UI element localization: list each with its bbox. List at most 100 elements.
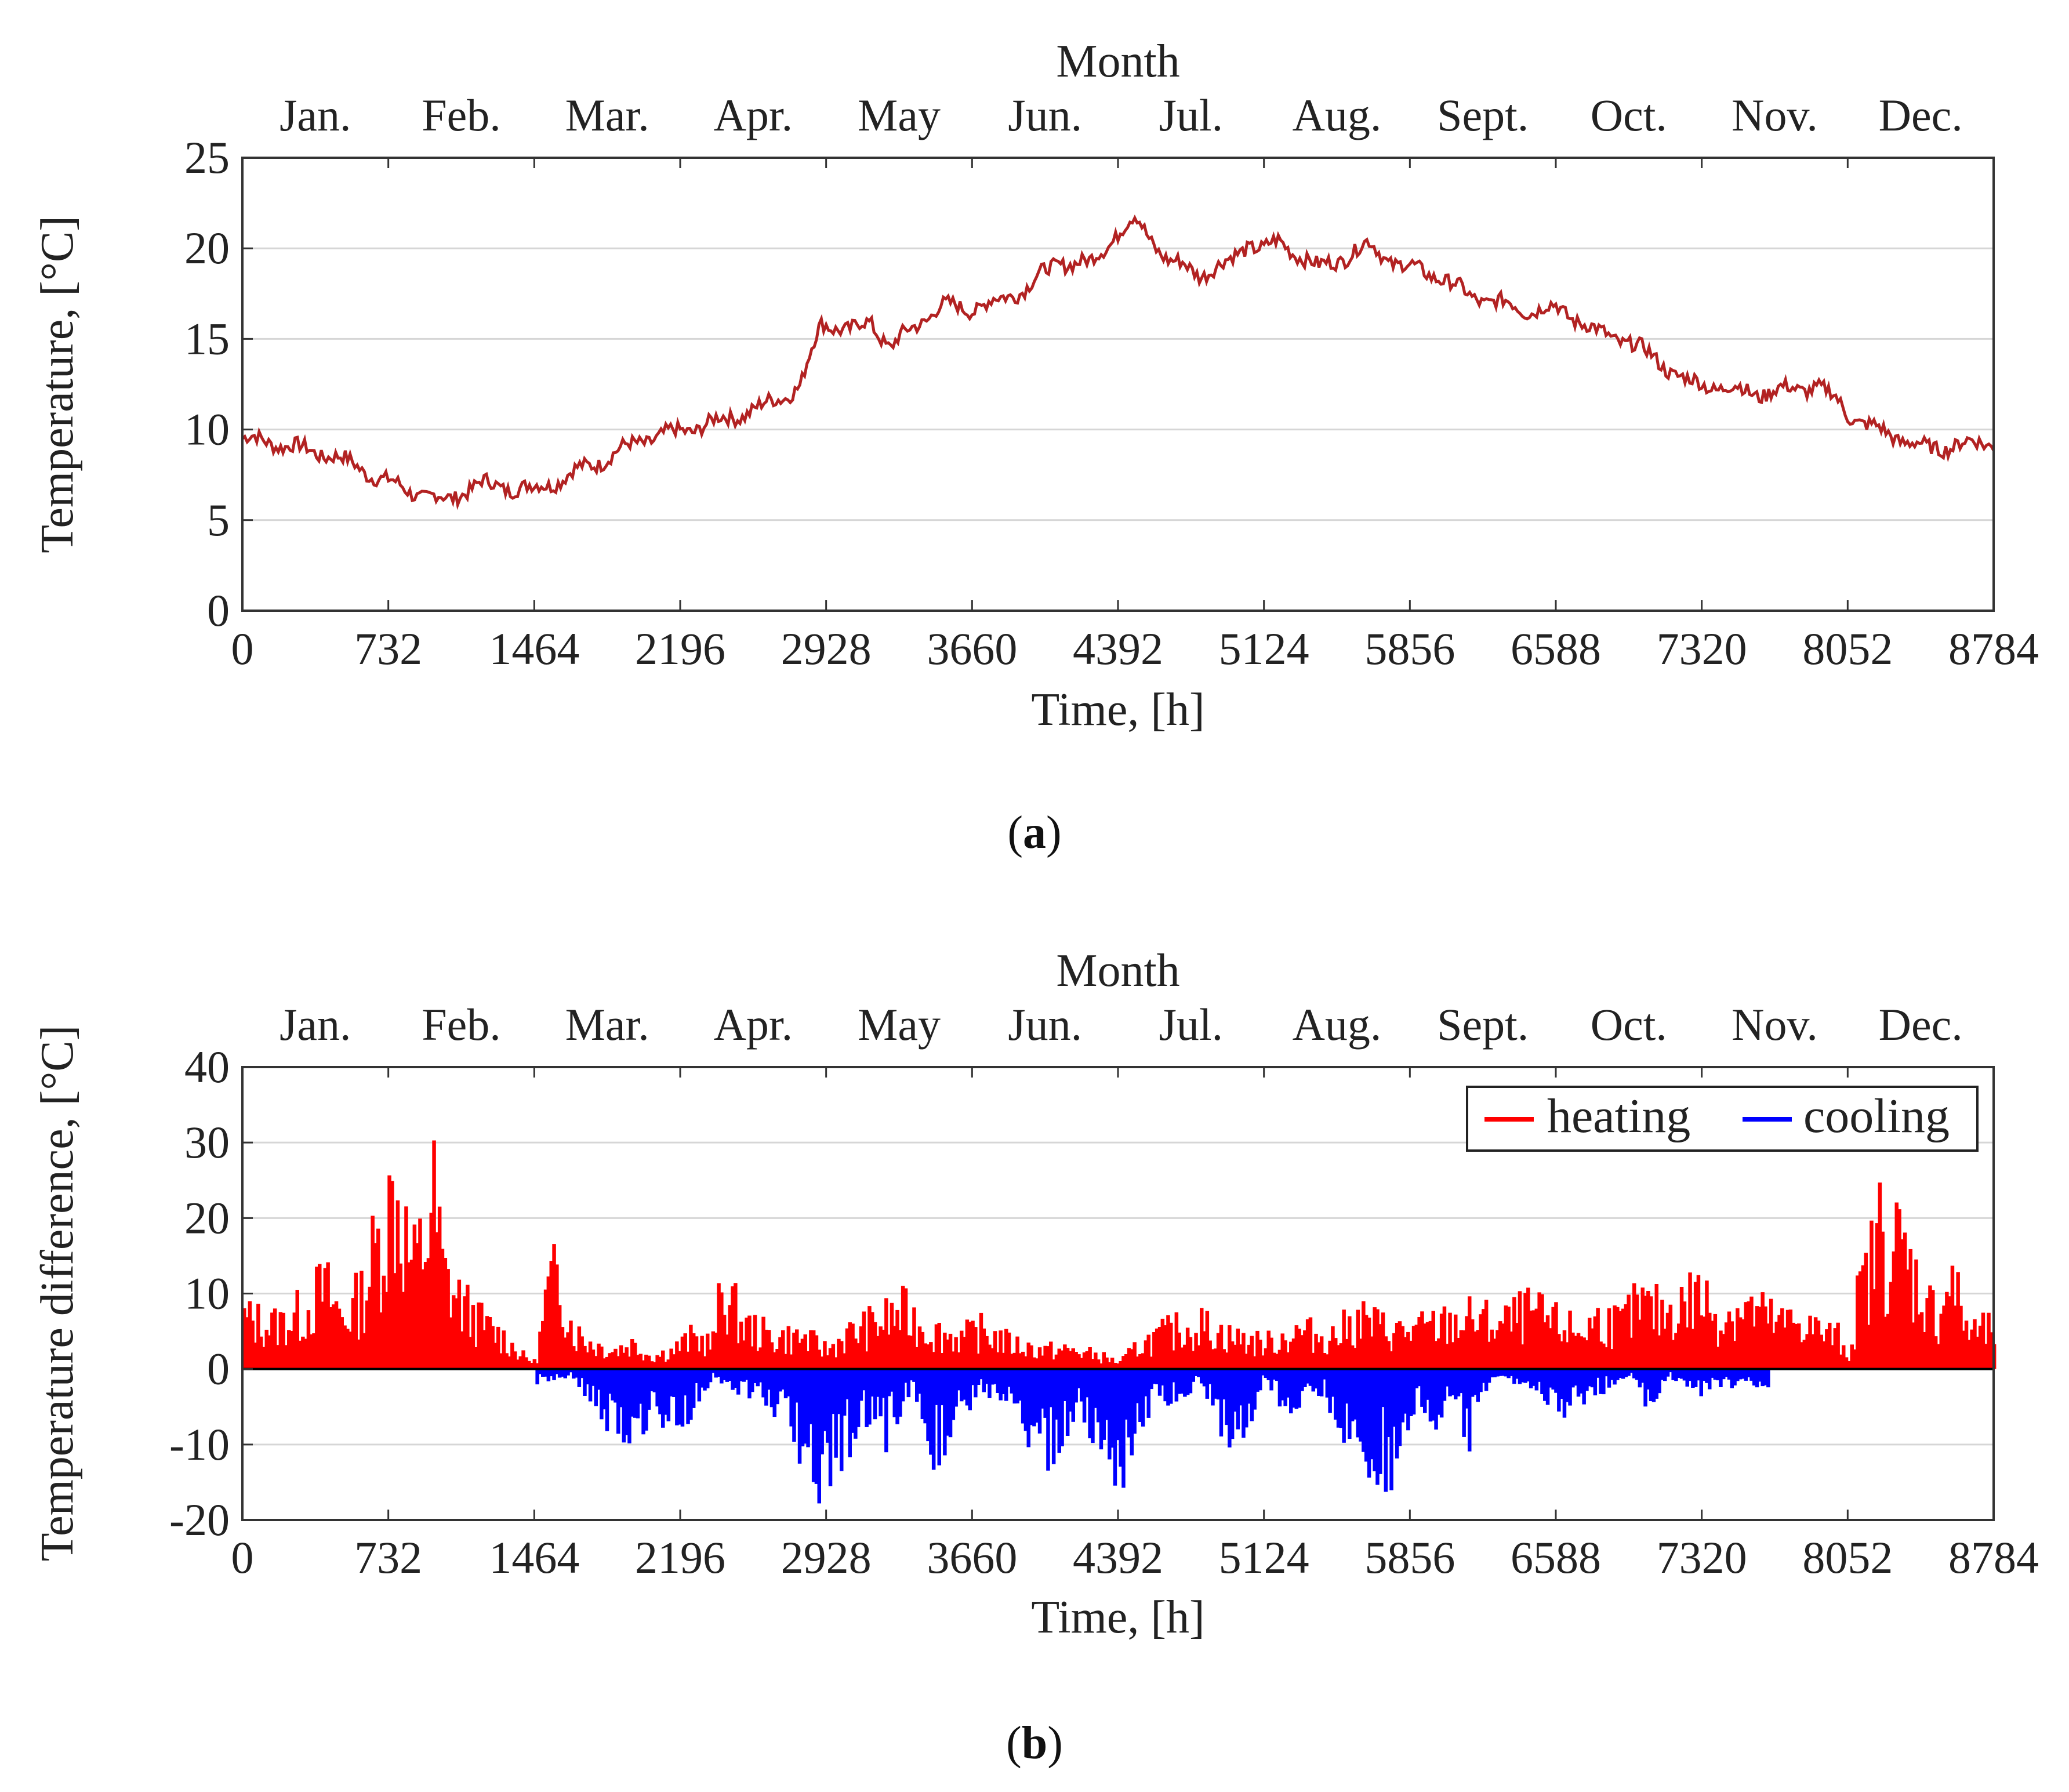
heating-bar [1456, 1338, 1461, 1369]
cooling-bar [1378, 1369, 1382, 1474]
heating-bar [1099, 1363, 1104, 1369]
cooling-bar [1177, 1369, 1181, 1394]
cooling-bar [1202, 1369, 1207, 1387]
cooling-bar [580, 1369, 584, 1379]
heating-bar [1638, 1319, 1642, 1369]
heating-bar [1350, 1345, 1355, 1369]
heating-bar [1487, 1341, 1491, 1369]
heating-bar [546, 1276, 551, 1369]
cooling-bar [1548, 1369, 1553, 1388]
heating-bar [552, 1244, 556, 1369]
heating-bar [443, 1258, 448, 1369]
cooling-bar [862, 1369, 866, 1391]
heating-bar [985, 1336, 989, 1369]
heating-bar [527, 1361, 531, 1369]
panel-b-label: b [1022, 1718, 1048, 1769]
panel-a-caption: (a) [1007, 807, 1061, 858]
cooling-bar [552, 1369, 556, 1380]
heating-bar [1389, 1351, 1393, 1369]
cooling-bar [1311, 1369, 1315, 1392]
cooling-bar [1442, 1369, 1447, 1401]
heating-bar [1395, 1323, 1399, 1369]
heating-bar [1261, 1355, 1265, 1369]
cooling-bar [1490, 1369, 1494, 1377]
heating-bar [769, 1342, 774, 1369]
heating-bar [717, 1283, 721, 1369]
heating-bar [463, 1296, 467, 1369]
heating-bar [1856, 1275, 1860, 1369]
heating-bar [940, 1353, 944, 1369]
cooling-bar [1074, 1369, 1078, 1403]
heating-bar [323, 1268, 328, 1369]
a-month-label: May [858, 90, 941, 140]
cooling-bar [1403, 1369, 1407, 1414]
heating-bar [859, 1326, 863, 1369]
cooling-bar [633, 1369, 637, 1418]
cooling-bar [1127, 1369, 1131, 1438]
heating-bar [1420, 1311, 1424, 1369]
cooling-bar [1144, 1369, 1148, 1396]
heating-bar [946, 1339, 950, 1369]
cooling-bar [1373, 1369, 1377, 1471]
heating-bar [1255, 1330, 1259, 1369]
heating-bar [1493, 1338, 1497, 1369]
heating-bar [1152, 1332, 1156, 1369]
heating-bar [1632, 1283, 1636, 1369]
heating-bar [357, 1339, 361, 1369]
heating-bar [1085, 1351, 1090, 1369]
heating-bar [365, 1300, 369, 1369]
heating-bar [1657, 1335, 1661, 1369]
heating-bar [917, 1326, 922, 1369]
heating-bar [876, 1336, 880, 1369]
panel-a-plot-area [242, 158, 1994, 611]
heating-bar [267, 1335, 271, 1369]
heating-bar [429, 1213, 433, 1369]
cooling-bar [1629, 1369, 1634, 1373]
panel-a-month-labels: Jan. Feb. Mar. Apr. May Jun. Jul. Aug. Sept. Oct.… [241, 90, 1963, 168]
cooling-bar [1200, 1369, 1204, 1384]
heating-bar [1230, 1341, 1235, 1369]
cooling-bar [943, 1369, 947, 1456]
heating-bar [1520, 1344, 1524, 1369]
heating-bar [594, 1356, 598, 1369]
cooling-bar [1043, 1369, 1047, 1418]
cooling-bar [1758, 1369, 1762, 1382]
cooling-bar [851, 1369, 855, 1433]
heating-bar [1482, 1309, 1486, 1369]
heating-bar [1875, 1223, 1879, 1369]
heating-bar [1861, 1265, 1865, 1369]
heating-bar [1878, 1182, 1882, 1369]
heating-bar [873, 1322, 877, 1369]
heating-bar [731, 1286, 735, 1369]
heating-bar [1205, 1311, 1210, 1369]
cooling-bar [1473, 1369, 1478, 1395]
heating-bar [962, 1337, 967, 1369]
heating-bar [1825, 1329, 1829, 1369]
cooling-bar [1523, 1369, 1527, 1383]
heating-bar [1303, 1330, 1307, 1369]
heating-bar [1660, 1300, 1664, 1369]
cooling-bar [1674, 1369, 1678, 1381]
a-month-label: Nov. [1732, 90, 1818, 140]
heating-bar [811, 1330, 816, 1369]
cooling-bar [630, 1369, 634, 1417]
cooling-bar [538, 1369, 542, 1374]
heating-bar [1065, 1348, 1070, 1369]
heating-bar [703, 1356, 707, 1369]
heating-bar [666, 1359, 671, 1369]
heating-bar [772, 1352, 776, 1369]
cooling-bar [985, 1369, 989, 1384]
heating-bar [1867, 1325, 1871, 1369]
heating-bar [943, 1332, 947, 1369]
heating-bar [691, 1333, 696, 1369]
cooling-bar [909, 1369, 913, 1381]
heating-bar [1602, 1343, 1606, 1369]
heating-bar [1334, 1338, 1338, 1369]
heating-bar [1679, 1287, 1684, 1369]
heating-bar [1308, 1317, 1313, 1369]
cooling-bar [641, 1369, 645, 1435]
cooling-bar [1085, 1369, 1090, 1398]
heating-bar [1836, 1322, 1840, 1369]
cooling-bar [1322, 1369, 1327, 1380]
